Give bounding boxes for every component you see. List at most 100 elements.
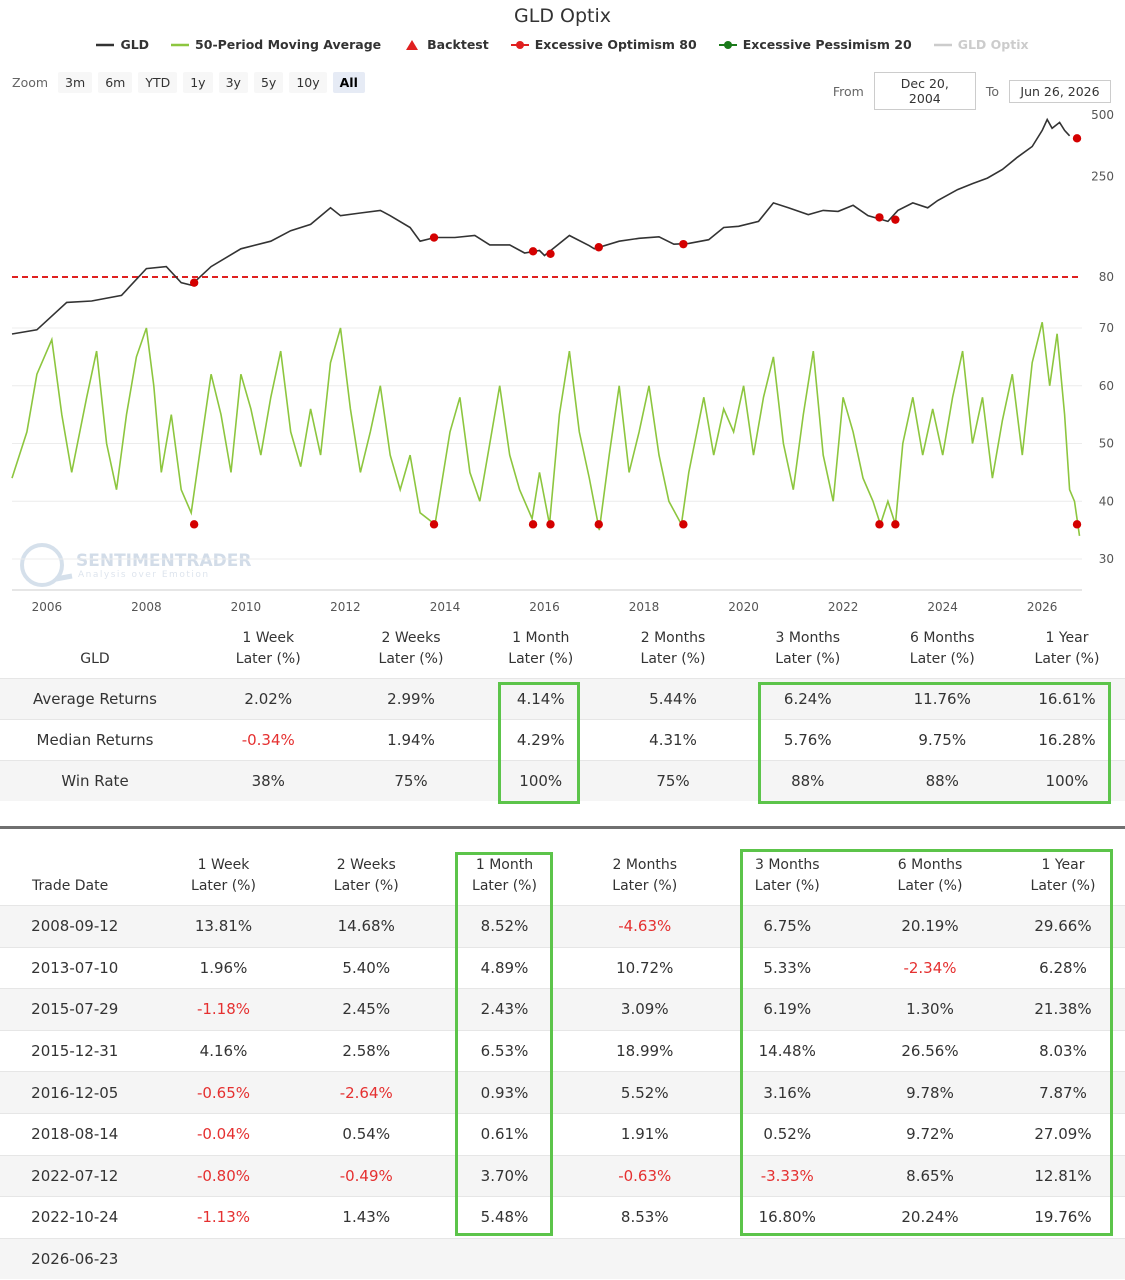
from-date-input[interactable]: Dec 20, 2004 — [873, 72, 976, 110]
corner-header: GLD — [80, 651, 110, 667]
x-tick-label: 2010 — [231, 600, 262, 614]
table-cell: 2.02% — [190, 678, 347, 720]
zoom-button-3m[interactable]: 3m — [58, 72, 93, 93]
backtest-signal-point[interactable] — [594, 243, 603, 252]
legend-item[interactable]: GLD — [96, 37, 149, 52]
column-header: 2 Months Later (%) — [606, 628, 740, 679]
column-header-line2: Later (%) — [508, 651, 574, 667]
zoom-button-5y[interactable]: 5y — [253, 72, 284, 93]
legend-label: GLD — [120, 37, 150, 52]
table-cell: 29.66% — [1001, 905, 1125, 948]
table-cell: 1.43% — [297, 1196, 435, 1239]
column-header: 2 Months Later (%) — [574, 855, 716, 906]
table-cell: 0.54% — [297, 1112, 435, 1156]
table-cell: -1.18% — [149, 988, 298, 1031]
x-tick-label: 2006 — [32, 600, 63, 614]
column-header-line1: 2 Weeks — [381, 630, 441, 646]
table-row: 2008-09-12 13.81% 14.68% 8.52% -4.63% 6.75% 20… — [0, 905, 1125, 948]
table-row: 2013-07-10 1.96% 5.40% 4.89% 10.72% 5.33% -2.3… — [0, 946, 1125, 989]
backtest-signal-point[interactable] — [528, 247, 538, 256]
row-label: Median Returns — [0, 719, 190, 761]
zoom-button-1y[interactable]: 1y — [183, 72, 213, 93]
zoom-button-6m[interactable]: 6m — [98, 72, 133, 93]
table-cell — [1001, 1237, 1125, 1280]
table-cell: 4.16% — [149, 1029, 298, 1072]
column-header-line2: Later (%) — [472, 878, 537, 894]
zoom-button-10y[interactable]: 10y — [289, 72, 327, 93]
legend-label: Backtest — [427, 37, 489, 52]
table-cell: 8.65% — [859, 1154, 1001, 1197]
backtest-signal-point[interactable] — [891, 215, 900, 224]
backtest-signal-point[interactable] — [1072, 134, 1082, 143]
table-cell: 9.75% — [875, 719, 1009, 761]
legend-item[interactable]: 50-Period Moving Average — [171, 37, 381, 52]
indicator-y-tick-label: 70 — [1099, 321, 1114, 335]
table-cell: 3.09% — [574, 988, 716, 1031]
table-cell — [435, 1237, 574, 1280]
column-header: 6 Months Later (%) — [876, 628, 1010, 679]
backtest-signal-point[interactable] — [875, 213, 884, 222]
table-cell: 6.75% — [715, 905, 859, 948]
column-header: 2 Weeks Later (%) — [347, 628, 476, 679]
column-header-line1: 2 Weeks — [336, 857, 396, 873]
backtest-signal-point[interactable] — [875, 520, 884, 529]
backtest-signal-point[interactable] — [891, 520, 900, 529]
legend-item[interactable]: Backtest — [403, 37, 489, 52]
backtest-signal-point[interactable] — [679, 239, 688, 249]
table-cell: 2.43% — [435, 988, 574, 1031]
zoom-button-ytd[interactable]: YTD — [138, 72, 178, 93]
table-cell: 3.16% — [715, 1071, 859, 1114]
table-cell: -4.63% — [574, 905, 716, 948]
column-header-line2: Later (%) — [640, 651, 706, 667]
backtest-signal-point[interactable] — [679, 520, 688, 529]
row-label: 2016-12-05 — [0, 1071, 150, 1114]
backtest-signal-point[interactable] — [429, 520, 439, 529]
table-cell: 9.78% — [859, 1071, 1001, 1114]
legend-symbol-icon — [171, 39, 190, 51]
table-row: Average Returns 2.02% 2.99% 4.14% 5.44% 6.24%… — [0, 678, 1125, 720]
table-cell: 4.89% — [435, 946, 574, 989]
backtest-signal-point[interactable] — [594, 520, 603, 529]
zoom-label: Zoom — [12, 75, 49, 90]
trades-table: Trade Date 1 Week Later (%) 2 Weeks Later (%… — [0, 855, 1125, 1280]
to-date-input[interactable]: Jun 26, 2026 — [1009, 79, 1111, 103]
table-cell: 19.76% — [1001, 1196, 1125, 1239]
table-row: 2016-12-05 -0.65% -2.64% 0.93% 5.52% 3.16% 9.7… — [0, 1071, 1125, 1114]
backtest-signal-point[interactable] — [1072, 520, 1082, 529]
watermark-tagline: Analysis over Emotion — [78, 570, 210, 580]
column-header-line1: 1 Week — [242, 630, 295, 646]
table-cell: 5.48% — [435, 1196, 574, 1239]
column-header-line1: 3 Months — [754, 857, 820, 873]
legend-label: 50-Period Moving Average — [195, 37, 382, 52]
zoom-button-3y[interactable]: 3y — [218, 72, 248, 93]
chart-legend: GLD 50-Period Moving Average Backtest Exces… — [0, 37, 1125, 52]
column-header-line1: 1 Month — [512, 630, 570, 646]
legend-item[interactable]: Excessive Pessimism 20 — [718, 37, 912, 52]
backtest-signal-point[interactable] — [546, 249, 555, 259]
table-row: 2015-07-29 -1.18% 2.45% 2.43% 3.09% 6.19% 1.30… — [0, 988, 1125, 1031]
table-cell: 88% — [740, 760, 876, 801]
x-tick-label: 2020 — [728, 600, 759, 614]
backtest-signal-point[interactable] — [189, 278, 199, 287]
indicator-y-tick-label: 50 — [1099, 437, 1114, 451]
legend-symbol-icon — [933, 39, 952, 51]
from-label: From — [832, 83, 864, 99]
legend-label: Excessive Optimism 80 — [534, 37, 697, 52]
legend-item[interactable]: GLD Optix — [933, 37, 1029, 52]
table-cell: 26.56% — [859, 1029, 1001, 1072]
column-header-line2: Later (%) — [378, 651, 444, 667]
row-label: 2008-09-12 — [0, 905, 150, 948]
backtest-signal-point[interactable] — [429, 233, 439, 242]
column-header-line2: Later (%) — [909, 651, 975, 667]
legend-item[interactable]: Excessive Optimism 80 — [510, 37, 697, 52]
table-cell: 6.28% — [1001, 946, 1125, 989]
backtest-signal-point[interactable] — [546, 520, 555, 529]
table-cell: 75% — [346, 760, 476, 801]
legend-symbol-icon — [96, 39, 115, 51]
backtest-signal-point[interactable] — [528, 520, 538, 529]
date-range: From Dec 20, 2004 To Jun 26, 2026 — [833, 72, 1111, 110]
column-header: 1 Year Later (%) — [1001, 855, 1125, 906]
table-cell: 20.24% — [859, 1196, 1001, 1239]
backtest-signal-point[interactable] — [189, 520, 199, 529]
zoom-button-all[interactable]: All — [332, 72, 365, 93]
